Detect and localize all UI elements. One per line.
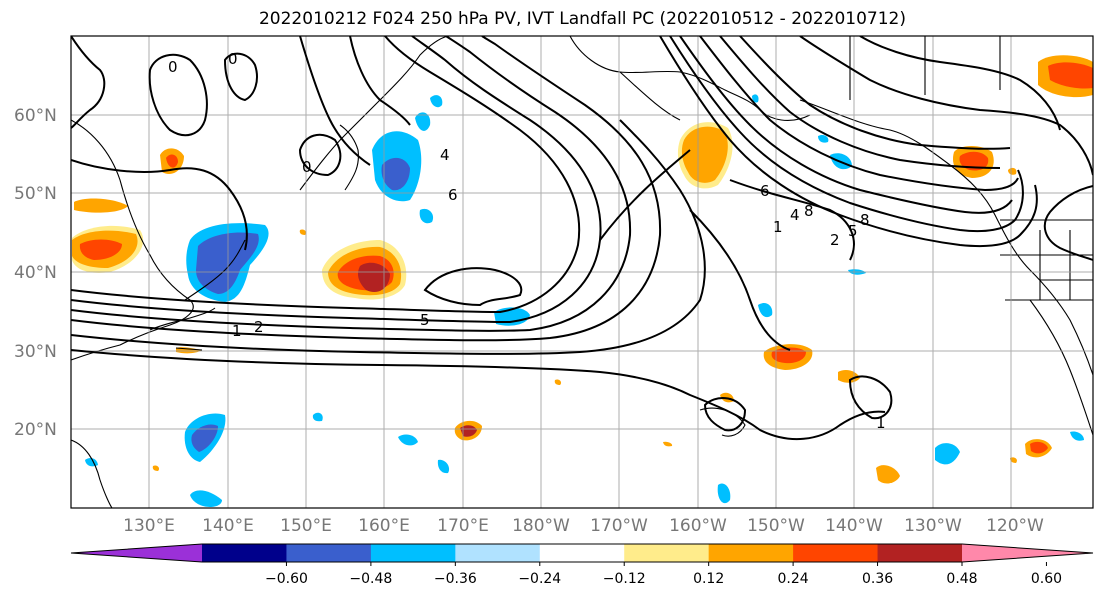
colorbar-bin bbox=[539, 544, 625, 562]
colorbar-bin bbox=[708, 544, 794, 562]
colorbar-bin bbox=[370, 544, 456, 562]
lon-label: 160°W bbox=[669, 516, 727, 536]
colorbar-tick-label: 0.24 bbox=[778, 571, 809, 587]
gridlines bbox=[71, 36, 1093, 508]
contour-label: 6 bbox=[448, 186, 458, 204]
contour-label: 1 bbox=[232, 322, 242, 340]
contour-label: 2 bbox=[830, 231, 840, 249]
colorbar-tick-label: 0.60 bbox=[1031, 571, 1062, 587]
pv-contours bbox=[71, 36, 1093, 441]
colorbar-outline bbox=[70, 543, 1094, 563]
contour-label: 5 bbox=[848, 222, 858, 240]
colorbar-bin bbox=[877, 544, 963, 562]
lon-label: 140°E bbox=[202, 516, 254, 536]
contour-label: 0 bbox=[168, 58, 178, 76]
negative-anomaly-shading bbox=[85, 94, 1084, 507]
lon-label: 170°W bbox=[590, 516, 648, 536]
lon-label: 170°E bbox=[437, 516, 489, 536]
lon-label: 120°W bbox=[986, 516, 1044, 536]
plot-frame bbox=[70, 35, 1094, 509]
contour-value-labels: 1 2 4 5 6 8 1 2 4 5 6 8 1 0 0 0 bbox=[168, 50, 886, 432]
contour-label: 4 bbox=[790, 206, 800, 224]
lat-label-40n: 40°N bbox=[14, 263, 57, 283]
colorbar-tick-label: −0.36 bbox=[434, 571, 477, 587]
lon-label: 130°E bbox=[123, 516, 175, 536]
positive-anomaly-shading bbox=[72, 55, 1093, 484]
colorbar-tick-label: −0.60 bbox=[265, 571, 308, 587]
colorbar-tick-label: −0.12 bbox=[603, 571, 646, 587]
lat-label-60n: 60°N bbox=[14, 106, 57, 126]
lon-label: 180°W bbox=[512, 516, 570, 536]
contour-label: 0 bbox=[302, 158, 312, 176]
colorbar-bin bbox=[793, 544, 879, 562]
colorbar-bin bbox=[455, 544, 541, 562]
contour-label: 6 bbox=[760, 182, 770, 200]
colorbar-bin bbox=[624, 544, 710, 562]
lon-label: 140°W bbox=[825, 516, 883, 536]
colorbar-extension-min bbox=[71, 544, 202, 562]
contour-label: 5 bbox=[420, 311, 430, 329]
contour-label: 2 bbox=[254, 318, 264, 336]
colorbar-tick-label: −0.24 bbox=[518, 571, 561, 587]
colorbar-tick-label: 0.12 bbox=[693, 571, 724, 587]
lon-label: 150°W bbox=[747, 516, 805, 536]
contour-label: 8 bbox=[804, 202, 814, 220]
colorbar-tick-label: 0.48 bbox=[946, 571, 977, 587]
latitude-labels: 60°N 50°N 40°N 30°N 20°N bbox=[14, 106, 57, 440]
lat-label-30n: 30°N bbox=[14, 342, 57, 362]
colorbar-bin bbox=[202, 544, 287, 562]
contour-label: 0 bbox=[228, 50, 238, 68]
map-title: 2022010212 F024 250 hPa PV, IVT Landfall… bbox=[258, 9, 906, 29]
colorbar-extension-max bbox=[962, 544, 1093, 562]
colorbar: −0.60 −0.48 −0.36 −0.24 −0.12 0.12 0.24 0.36 0.4… bbox=[70, 543, 1094, 587]
colorbar-tick-label: −0.48 bbox=[349, 571, 392, 587]
contour-label: 8 bbox=[860, 211, 870, 229]
contour-label: 1 bbox=[876, 414, 886, 432]
lon-label: 130°W bbox=[904, 516, 962, 536]
lat-label-20n: 20°N bbox=[14, 420, 57, 440]
colorbar-bin bbox=[286, 544, 372, 562]
contour-label: 4 bbox=[440, 146, 450, 164]
longitude-labels: 130°E 140°E 150°E 160°E 170°E 180°W 170°… bbox=[123, 516, 1044, 536]
contour-label: 1 bbox=[773, 218, 783, 236]
colorbar-tick-label: 0.36 bbox=[862, 571, 893, 587]
lon-label: 150°E bbox=[280, 516, 332, 536]
lat-label-50n: 50°N bbox=[14, 184, 57, 204]
lon-label: 160°E bbox=[358, 516, 410, 536]
